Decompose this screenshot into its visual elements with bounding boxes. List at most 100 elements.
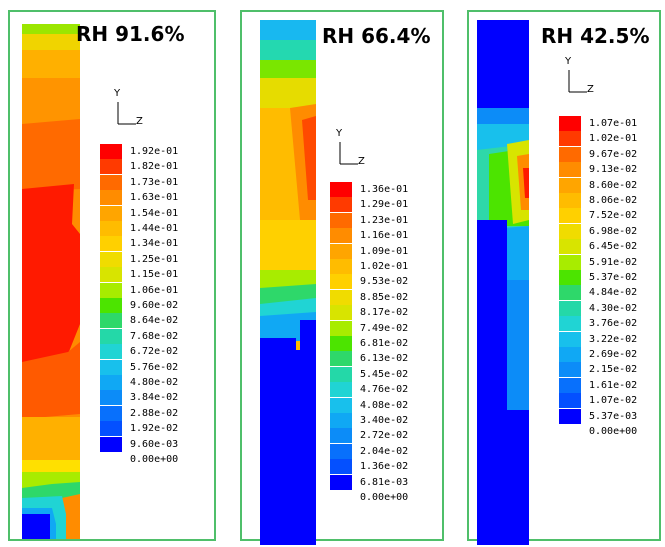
legend-swatch <box>330 413 352 428</box>
legend-swatch <box>559 362 581 378</box>
legend-entry: 1.29e-01 <box>330 197 460 213</box>
legend-swatch <box>559 193 581 208</box>
legend-entry: 8.06e-02 <box>559 193 665 208</box>
legend-label: 1.15e-01 <box>130 269 179 281</box>
legend-entry: 9.67e-02 <box>559 146 665 162</box>
legend-swatch <box>559 393 581 409</box>
legend-swatch <box>100 421 122 437</box>
legend-label: 3.84e-02 <box>130 392 179 404</box>
legend-label: 1.07e-02 <box>589 395 638 407</box>
legend-entry: 1.07e-02 <box>559 393 665 409</box>
legend-label: 8.17e-02 <box>360 307 409 319</box>
rh-title-1: RH 91.6% <box>76 22 185 46</box>
legend-swatch <box>100 159 122 175</box>
legend-swatch <box>559 270 581 285</box>
legend-swatch <box>100 436 122 452</box>
legend-swatch <box>330 428 352 444</box>
legend-entry: 8.85e-02 <box>330 289 460 305</box>
legend-label: 2.72e-02 <box>360 430 409 442</box>
legend-label: 2.04e-02 <box>360 445 409 457</box>
legend-swatch <box>330 443 352 459</box>
legend-entry: 4.84e-02 <box>559 285 665 301</box>
legend-label: 1.34e-01 <box>130 238 179 250</box>
contour-panel-2: RH 66.4% Y Z 1.36e-01 1.29e-01 1.23e-01 1.1… <box>240 10 444 545</box>
legend-entry: 6.72e-02 <box>100 344 230 360</box>
legend-swatch <box>330 382 352 398</box>
rh-title-3: RH 42.5% <box>541 24 650 48</box>
legend-entry: 1.73e-01 <box>100 174 230 190</box>
legend-label: 1.25e-01 <box>130 253 179 265</box>
legend-swatch <box>559 331 581 347</box>
legend-label: 1.36e-02 <box>360 461 409 473</box>
legend-label: 6.45e-02 <box>589 241 638 253</box>
legend-label: 7.52e-02 <box>589 210 638 222</box>
legend-entry: 1.07e-01 <box>559 116 665 131</box>
legend-swatch <box>330 474 352 490</box>
legend-swatch <box>330 351 352 367</box>
legend-label: 5.37e-03 <box>589 410 638 422</box>
legend-swatch <box>559 146 581 162</box>
legend-label: 9.53e-02 <box>360 276 409 288</box>
legend-entry: 7.68e-02 <box>100 328 230 344</box>
legend-entry: 1.92e-01 <box>100 144 230 159</box>
legend-swatch <box>559 162 581 178</box>
legend-swatch <box>330 274 352 290</box>
legend-entry: 4.08e-02 <box>330 397 460 413</box>
axis-y-label: Y <box>565 56 572 67</box>
legend-swatch <box>100 344 122 360</box>
legend-label: 4.84e-02 <box>589 287 638 299</box>
legend-swatch <box>330 182 352 197</box>
legend-entry: 6.81e-03 <box>330 474 460 490</box>
legend-entry: 5.45e-02 <box>330 366 460 382</box>
legend-label: 2.69e-02 <box>589 349 638 360</box>
legend-label: 1.92e-01 <box>130 146 179 157</box>
legend-swatch <box>559 300 581 316</box>
legend-entry: 1.06e-01 <box>100 282 230 298</box>
axis-y-label: Y <box>114 88 121 99</box>
legend-entry: 2.72e-02 <box>330 428 460 444</box>
legend-label: 6.81e-02 <box>360 338 409 349</box>
legend-entry: 5.91e-02 <box>559 254 665 270</box>
legend-entry: 1.25e-01 <box>100 251 230 267</box>
legend-label: 9.13e-02 <box>589 164 638 176</box>
legend-swatch <box>330 336 352 351</box>
contour-plot-3 <box>477 20 529 545</box>
legend-label: 0.00e+00 <box>360 492 409 503</box>
legend-label: 8.85e-02 <box>360 291 409 303</box>
axis-z-label: Z <box>587 84 594 95</box>
legend-label: 0.00e+00 <box>589 426 638 437</box>
legend-label: 7.49e-02 <box>360 322 409 334</box>
legend-entry: 1.54e-01 <box>100 205 230 221</box>
legend-label: 1.16e-01 <box>360 230 409 242</box>
legend-label: 3.40e-02 <box>360 415 409 426</box>
legend-entry: 3.84e-02 <box>100 390 230 406</box>
legend-swatch <box>100 236 122 252</box>
legend-entry: 9.13e-02 <box>559 162 665 178</box>
legend-label: 1.06e-01 <box>130 284 179 296</box>
legend-entry: 8.64e-02 <box>100 313 230 329</box>
legend-entry: 2.04e-02 <box>330 443 460 459</box>
legend-label: 5.37e-02 <box>589 272 638 283</box>
contour-panel-3: RH 42.5% Y Z 1.07e-01 1.02e-01 9.67e-02 9.1… <box>467 10 661 545</box>
contour-plot-2 <box>260 20 316 545</box>
legend-swatch <box>330 243 352 259</box>
legend-entry: 1.36e-02 <box>330 459 460 475</box>
legend-swatch <box>330 320 352 336</box>
legend-entry: 1.36e-01 <box>330 182 460 197</box>
legend-swatch <box>559 223 581 239</box>
legend-entry: 4.80e-02 <box>100 375 230 390</box>
legend-entry: 1.15e-01 <box>100 267 230 283</box>
legend-entry: 1.02e-01 <box>330 259 460 274</box>
legend-swatch <box>330 459 352 475</box>
legend-label: 1.73e-01 <box>130 176 179 188</box>
legend-swatch <box>100 298 122 313</box>
legend-entry: 5.37e-02 <box>559 270 665 285</box>
legend-entry: 1.82e-01 <box>100 159 230 175</box>
legend-entry: 1.23e-01 <box>330 212 460 228</box>
legend-entry: 0.00e+00 <box>330 490 460 505</box>
legend-swatch <box>559 408 581 424</box>
legend-label: 1.82e-01 <box>130 161 179 173</box>
legend-swatch <box>559 285 581 301</box>
legend-entry: 5.37e-03 <box>559 408 665 424</box>
legend-entry: 8.60e-02 <box>559 177 665 193</box>
